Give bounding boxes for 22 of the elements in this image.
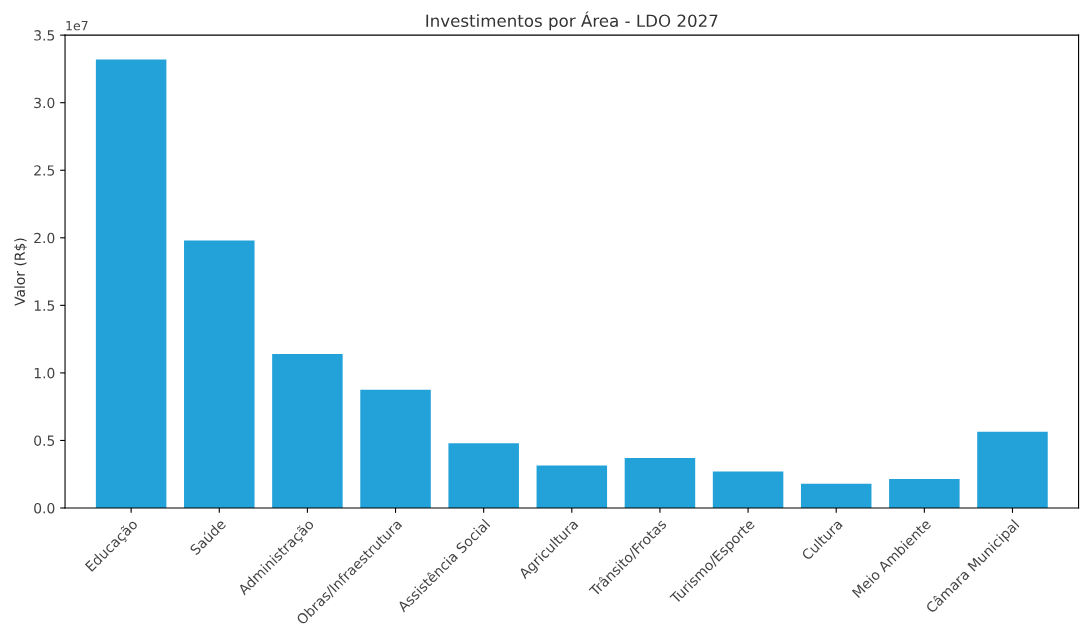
y-axis-title: Valor (R$) [14,238,27,306]
bar [95,59,167,508]
bar [448,443,519,508]
bar [624,458,696,508]
chart-title: Investimentos por Área - LDO 2027 [426,11,718,31]
y-tick-label: 1.5 [34,300,55,311]
y-tick-label: 0.0 [34,502,55,514]
bar [712,471,784,508]
y-tick-label: 0.5 [34,435,55,446]
y-tick-label: 3.5 [34,30,55,41]
y-tick-label: 2.0 [34,232,55,244]
y-tick-label: 2.5 [34,165,55,176]
bar [977,431,1048,508]
bar [536,465,608,508]
y-tick-label: 3.0 [34,97,55,109]
text: 1e7 [66,21,88,31]
bar [272,353,343,508]
y-tick-label: 1.0 [34,367,55,379]
bar [184,240,255,508]
bar [360,389,431,508]
bar [889,478,960,508]
bar [800,483,872,508]
